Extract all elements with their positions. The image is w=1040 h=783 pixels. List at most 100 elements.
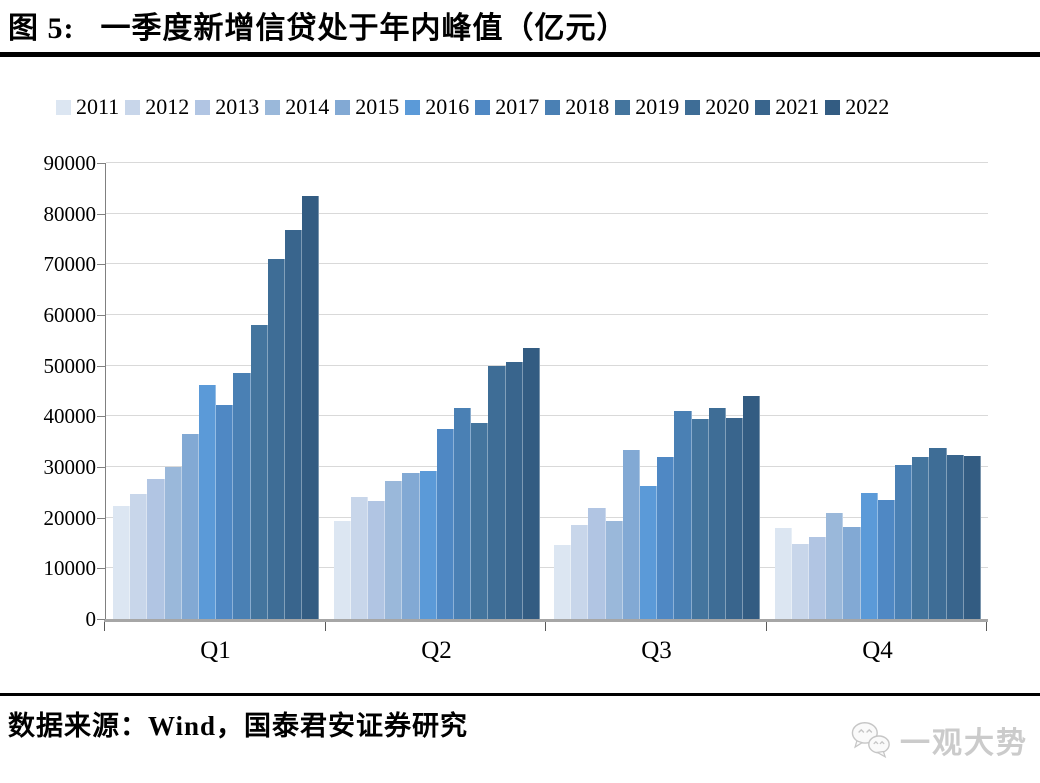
- y-axis-tick: [97, 619, 105, 620]
- bar-2022-q1: [302, 196, 320, 619]
- legend-label: 2012: [145, 94, 190, 119]
- gridline: [106, 314, 988, 316]
- legend-label: 2019: [635, 94, 680, 119]
- gridline: [106, 212, 988, 214]
- bar-2015-q2: [402, 472, 420, 619]
- gridline: [106, 466, 988, 468]
- legend-label: 2017: [495, 94, 540, 119]
- legend-label: 2022: [845, 94, 890, 119]
- legend-swatch: [475, 99, 491, 115]
- bar-group-q1: [106, 163, 327, 619]
- legend-label: 2016: [425, 94, 470, 119]
- gridline: [106, 263, 988, 265]
- bar-2016-q4: [860, 493, 878, 619]
- bar-2022-q3: [743, 396, 761, 619]
- bar-2015-q1: [181, 433, 200, 619]
- bar-2017-q4: [877, 499, 895, 619]
- legend-item-2014: 2014: [265, 94, 329, 120]
- legend-swatch: [56, 99, 71, 115]
- figure-title: 图 5: 一季度新增信贷处于年内峰值（亿元）: [8, 2, 628, 48]
- bar-2012-q2: [350, 497, 368, 619]
- x-axis-label: Q2: [421, 637, 452, 664]
- gridline: [106, 516, 988, 518]
- bar-2019-q3: [691, 418, 709, 619]
- bar-2015-q3: [622, 449, 641, 619]
- legend-item-2020: 2020: [685, 94, 749, 120]
- bar-2012-q1: [130, 494, 148, 619]
- legend-item-2019: 2019: [615, 94, 679, 120]
- bar-2011-q2: [333, 521, 351, 619]
- bar-2011-q4: [774, 528, 792, 619]
- legend-item-2017: 2017: [475, 94, 539, 120]
- bar-2016-q1: [199, 385, 217, 619]
- y-axis-tick: [97, 366, 105, 367]
- y-axis-tick: [97, 467, 105, 468]
- bar-2021-q2: [505, 361, 523, 619]
- legend-label: 2014: [285, 94, 330, 119]
- legend-label: 2020: [705, 94, 750, 119]
- bar-2020-q3: [708, 407, 727, 619]
- legend-item-2013: 2013: [195, 94, 259, 120]
- legend-swatch: [755, 99, 771, 115]
- y-axis-label: 80000: [43, 202, 97, 226]
- bar-group-q2: [327, 163, 548, 619]
- legend-swatch: [405, 99, 421, 115]
- y-axis-tick: [97, 163, 105, 164]
- x-axis-tick: [104, 622, 105, 631]
- watermark: 一观大势: [848, 710, 1028, 770]
- y-axis-label: 10000: [43, 556, 97, 580]
- y-axis-tick: [97, 315, 105, 316]
- bar-2012-q3: [571, 525, 589, 619]
- x-axis-label: Q3: [641, 637, 672, 664]
- bar-group-q4: [768, 163, 989, 619]
- x-axis-line: [104, 619, 988, 622]
- figure-number-label: 图 5:: [8, 12, 75, 45]
- y-axis-tick: [97, 214, 105, 215]
- legend-item-2016: 2016: [405, 94, 469, 120]
- bar-2013-q4: [808, 537, 827, 619]
- bar-2017-q2: [436, 429, 454, 619]
- bar-2012-q4: [791, 544, 809, 619]
- bar-2020-q1: [267, 259, 286, 619]
- legend-swatch: [825, 99, 841, 115]
- chart-plot-area: [105, 162, 989, 619]
- x-axis-label: Q4: [862, 637, 893, 664]
- legend-item-2011: 2011: [56, 94, 119, 120]
- bar-2017-q1: [216, 405, 234, 619]
- bar-2018-q3: [674, 410, 692, 619]
- bar-2015-q4: [843, 526, 861, 619]
- y-axis-label: 70000: [43, 252, 97, 276]
- chart-legend: 2011 2012 2013 2014 2015 2016 2017 2018 2019 2020…: [56, 93, 986, 121]
- bar-2018-q2: [453, 407, 472, 619]
- y-axis-label: 60000: [43, 303, 97, 327]
- y-axis-tick: [97, 518, 105, 519]
- y-axis-tick: [97, 416, 105, 417]
- y-axis-tick: [97, 568, 105, 569]
- y-axis-label: 20000: [43, 506, 97, 530]
- watermark-text: 一观大势: [900, 727, 1028, 760]
- gridline: [106, 364, 988, 366]
- bar-2014-q2: [385, 480, 403, 619]
- bar-2013-q3: [588, 507, 606, 619]
- legend-swatch: [545, 99, 561, 115]
- bar-2016-q2: [419, 471, 437, 619]
- bar-2013-q2: [367, 501, 386, 619]
- bar-2013-q1: [147, 479, 165, 619]
- legend-item-2022: 2022: [825, 94, 889, 120]
- legend-label: 2011: [76, 94, 120, 119]
- bar-2020-q2: [488, 366, 506, 619]
- legend-item-2015: 2015: [335, 94, 399, 120]
- legend-item-2018: 2018: [545, 94, 609, 120]
- x-axis-tick: [545, 622, 546, 631]
- data-source-text: 数据来源：Wind，国泰君安证券研究: [8, 711, 469, 741]
- legend-label: 2018: [565, 94, 610, 119]
- legend-item-2021: 2021: [755, 94, 819, 120]
- y-axis-label: 90000: [43, 151, 97, 175]
- gridline: [106, 415, 988, 417]
- legend-swatch: [685, 99, 701, 115]
- bar-2019-q1: [250, 324, 268, 619]
- legend-swatch: [195, 99, 211, 115]
- bar-2018-q1: [233, 372, 251, 619]
- figure-title-text: 一季度新增信贷处于年内峰值（亿元）: [100, 12, 628, 45]
